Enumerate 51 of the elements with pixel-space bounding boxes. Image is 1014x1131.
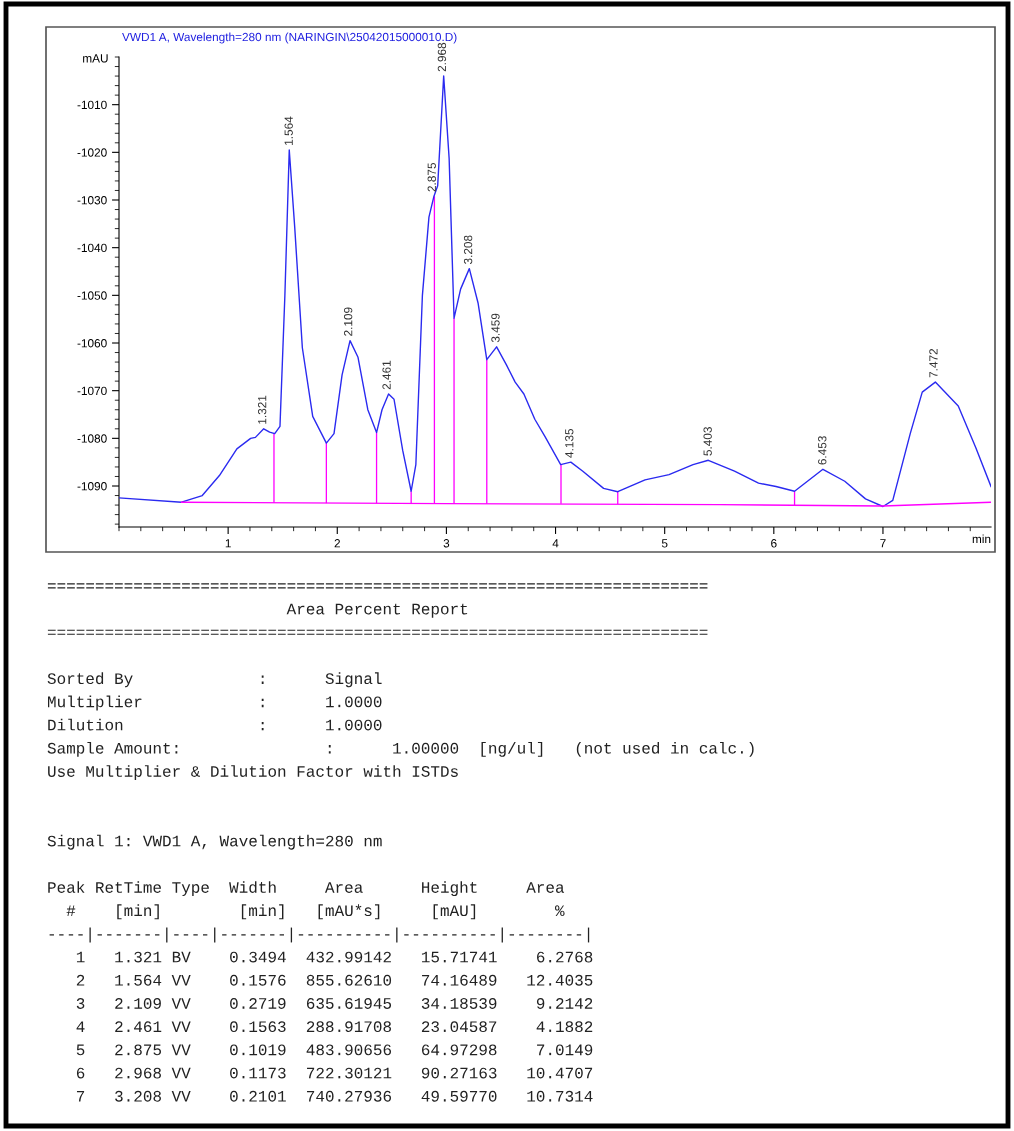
x-tick-label: 1	[225, 539, 231, 548]
text: =====================================================================	[47, 629, 708, 635]
y-tick-label: -1070	[77, 386, 107, 396]
text: Use Multiplier & Dilution Factor with ISTDs	[48, 765, 458, 781]
annotation: 4.135	[565, 428, 574, 458]
text: # [min] [min] [mAU*s] [mAU] %	[66, 904, 565, 920]
annotation: 5.403	[703, 427, 712, 456]
line-series	[119, 75, 991, 508]
text: 6 2.968 VV 0.1173 722.30121 90.27163 10.4707	[76, 1067, 593, 1079]
y-tick-label: -1030	[77, 196, 107, 205]
text: 1 1.321 BV 0.3494 432.99142 15.71741 6.2768	[76, 951, 593, 963]
x-tick-label: 3	[443, 539, 450, 548]
text: Signal 1: VWD1 A, Wavelength=280 nm	[47, 834, 382, 850]
annotation: 2.968	[437, 42, 447, 72]
y-tick-label: -1010	[77, 100, 107, 110]
y-tick-label: -1040	[77, 243, 107, 253]
x-tick-label: 2	[334, 539, 340, 548]
annotation: 3.208	[463, 235, 473, 265]
y-tick-label: -1080	[77, 434, 107, 443]
text: 5 2.875 VV 0.1019 483.90656 64.97298 7.0149	[76, 1044, 593, 1056]
text: 3 2.109 VV 0.2719 635.61945 34.18539 9.2142	[76, 998, 593, 1009]
x-axis-title: min	[972, 534, 991, 544]
y-tick-label: -1050	[77, 291, 107, 300]
text: 2 1.564 VV 0.1576 855.62610 74.16489 12.4035	[76, 974, 593, 986]
annotation: 7.472	[929, 348, 938, 378]
annotation: 1.564	[284, 116, 293, 145]
text: ----|-------|----|-------|----------|----------|--------|	[49, 927, 590, 943]
annotation: 2.875	[427, 162, 436, 192]
chart-title: VWD1 A, Wavelength=280 nm (NARINGIN\25042015000010.D)	[122, 32, 457, 44]
text: =====================================================================	[47, 583, 708, 589]
annotation: 3.459	[491, 313, 500, 343]
x-tick-label: 6	[771, 539, 777, 548]
text: Multiplier : 1.0000	[48, 695, 382, 711]
text: Area Percent Report	[286, 603, 468, 618]
y-axis-title: mAU	[83, 54, 108, 63]
x-tick-label: 7	[880, 539, 886, 548]
text: 4 2.461 VV 0.1563 288.91708 23.04587 4.1882	[76, 1021, 593, 1033]
annotation: 1.321	[257, 395, 267, 424]
text: Dilution : 1.0000	[48, 718, 382, 731]
y-tick-label: -1090	[77, 482, 107, 491]
y-tick-label: -1060	[77, 339, 107, 348]
text: Peak RetTime Type Width Area Height Area	[48, 881, 565, 897]
text: Sorted By : Signal	[47, 672, 382, 688]
text: Sample Amount: : 1.00000 [ng/ul] (not used in calc.)	[47, 741, 754, 757]
annotation: 2.461	[382, 360, 391, 390]
text: 7 3.208 VV 0.2101 740.27936 49.59770 10.7314	[76, 1090, 593, 1102]
annotation: 6.453	[818, 436, 827, 465]
x-tick-label: 5	[661, 539, 668, 548]
x-tick-label: 4	[552, 539, 559, 548]
annotation: 2.109	[343, 307, 353, 336]
y-tick-label: -1020	[77, 148, 107, 157]
